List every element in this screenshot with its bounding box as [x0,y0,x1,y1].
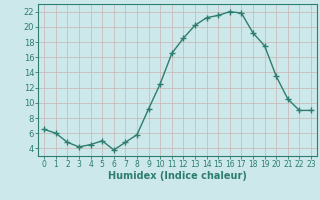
X-axis label: Humidex (Indice chaleur): Humidex (Indice chaleur) [108,171,247,181]
